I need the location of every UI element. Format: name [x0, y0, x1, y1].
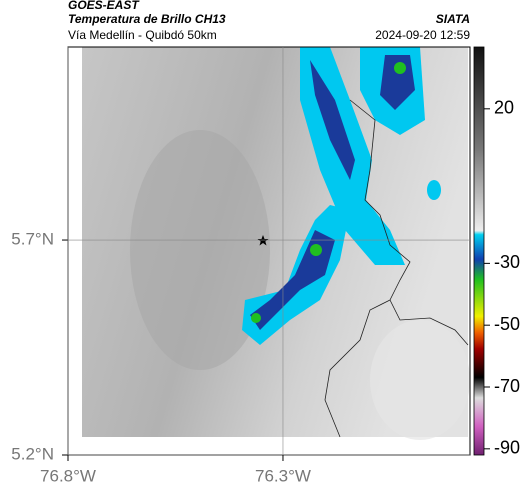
region: Vía Medellín - Quibdó 50km [68, 28, 217, 42]
colorbar-tick-label: -30 [494, 252, 520, 272]
y-tick-label: 5.7°N [11, 230, 54, 249]
colorbar [473, 46, 485, 456]
source: GOES-EAST [68, 0, 140, 12]
colorbar-tick-label: -90 [494, 438, 520, 458]
imagery [82, 47, 470, 440]
colorbar-tick-label: 20 [494, 98, 514, 118]
y-tick-label: 5.2°N [11, 444, 54, 463]
agency: SIATA [436, 12, 470, 26]
datetime: 2024-09-20 12:59 [375, 28, 470, 42]
colorbar-tick-label: -50 [494, 314, 520, 334]
colorbar-tick-label: -70 [494, 376, 520, 396]
product: Temperatura de Brillo CH13 [68, 12, 226, 26]
x-tick-label: 76.8°W [40, 466, 96, 485]
x-tick-label: 76.3°W [255, 466, 311, 485]
